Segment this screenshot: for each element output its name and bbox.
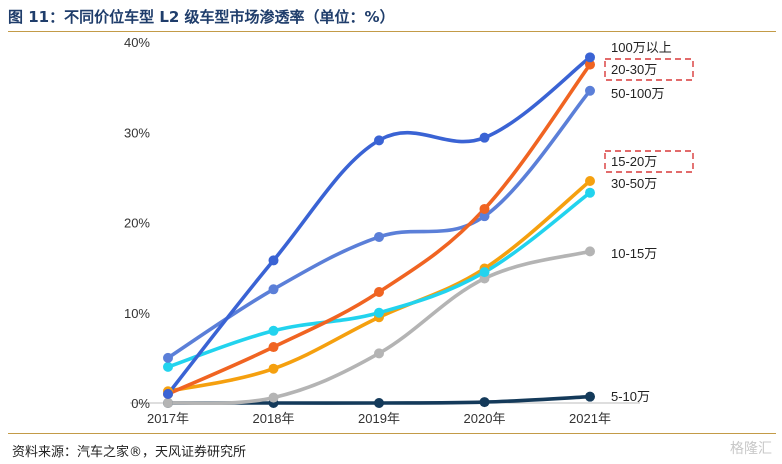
top-rule	[8, 31, 776, 32]
lines-layer	[166, 55, 592, 406]
data-point	[479, 211, 490, 222]
data-point	[268, 284, 279, 295]
data-point	[374, 286, 384, 297]
legend-label: 5-10万	[611, 389, 650, 404]
x-tick-label: 2017年	[147, 411, 189, 426]
data-point	[374, 348, 384, 359]
series-line	[166, 55, 592, 396]
series-line	[166, 179, 592, 394]
data-point	[479, 203, 490, 214]
data-point	[163, 398, 173, 408]
y-tick-label: 0%	[131, 396, 150, 411]
x-tick-label: 2020年	[464, 411, 506, 426]
data-point	[479, 397, 490, 408]
data-point	[268, 342, 279, 353]
line-chart: 0%10%20%30%40%2017年 2018年 2019年 2020年 2021年 …	[124, 35, 694, 426]
data-point	[163, 352, 173, 363]
data-point	[374, 231, 384, 242]
data-point	[585, 246, 595, 257]
legend-layer: 100万以上 20-30万 50-100万 15-20万 30-50万 10-15万 5-1…	[604, 40, 694, 404]
series-line	[166, 62, 592, 396]
data-point	[585, 391, 595, 402]
legend-label: 10-15万	[611, 246, 657, 261]
highlight-box	[604, 58, 694, 81]
x-tick-label: 2021年	[569, 411, 611, 426]
data-point	[268, 392, 279, 403]
legend-label: 100万以上	[611, 40, 672, 55]
data-point	[268, 325, 279, 336]
legend-label: 30-50万	[611, 176, 657, 191]
y-tick-label: 30%	[124, 125, 150, 140]
x-tick-label: 2019年	[358, 411, 400, 426]
figure-title: 图 11：不同价位车型 L2 级车型市场渗透率（单位：%）	[8, 8, 395, 26]
data-point	[479, 132, 490, 143]
data-point	[374, 307, 384, 318]
legend-label: 15-20万	[611, 154, 657, 169]
data-point	[585, 175, 595, 186]
data-point	[268, 255, 279, 266]
data-point	[585, 52, 595, 63]
data-point	[585, 59, 595, 70]
watermark-logo: 格隆汇	[730, 441, 772, 457]
x-tick-label: 2018年	[253, 411, 295, 426]
y-tick-label: 10%	[124, 306, 150, 321]
y-tick-label: 40%	[124, 35, 150, 50]
data-point	[585, 187, 595, 198]
legend-label: 20-30万	[611, 62, 657, 77]
highlight-box	[604, 150, 694, 173]
figure-source: 资料来源：汽车之家®，天风证券研究所	[12, 445, 247, 460]
series-line	[166, 190, 592, 369]
data-point	[374, 135, 384, 146]
points-layer	[163, 52, 595, 408]
axis-layer: 0% 10% 20% 30% 40% 2017年 2018年 2019年 2020年 2021年	[124, 35, 640, 426]
bottom-rule	[8, 433, 776, 434]
legend-label: 50-100万	[611, 86, 664, 101]
data-point	[163, 361, 173, 372]
data-point	[268, 363, 279, 374]
data-point	[374, 398, 384, 408]
data-point	[163, 388, 173, 399]
data-point	[585, 85, 595, 96]
data-point	[479, 267, 490, 278]
y-tick-label: 20%	[124, 216, 150, 231]
